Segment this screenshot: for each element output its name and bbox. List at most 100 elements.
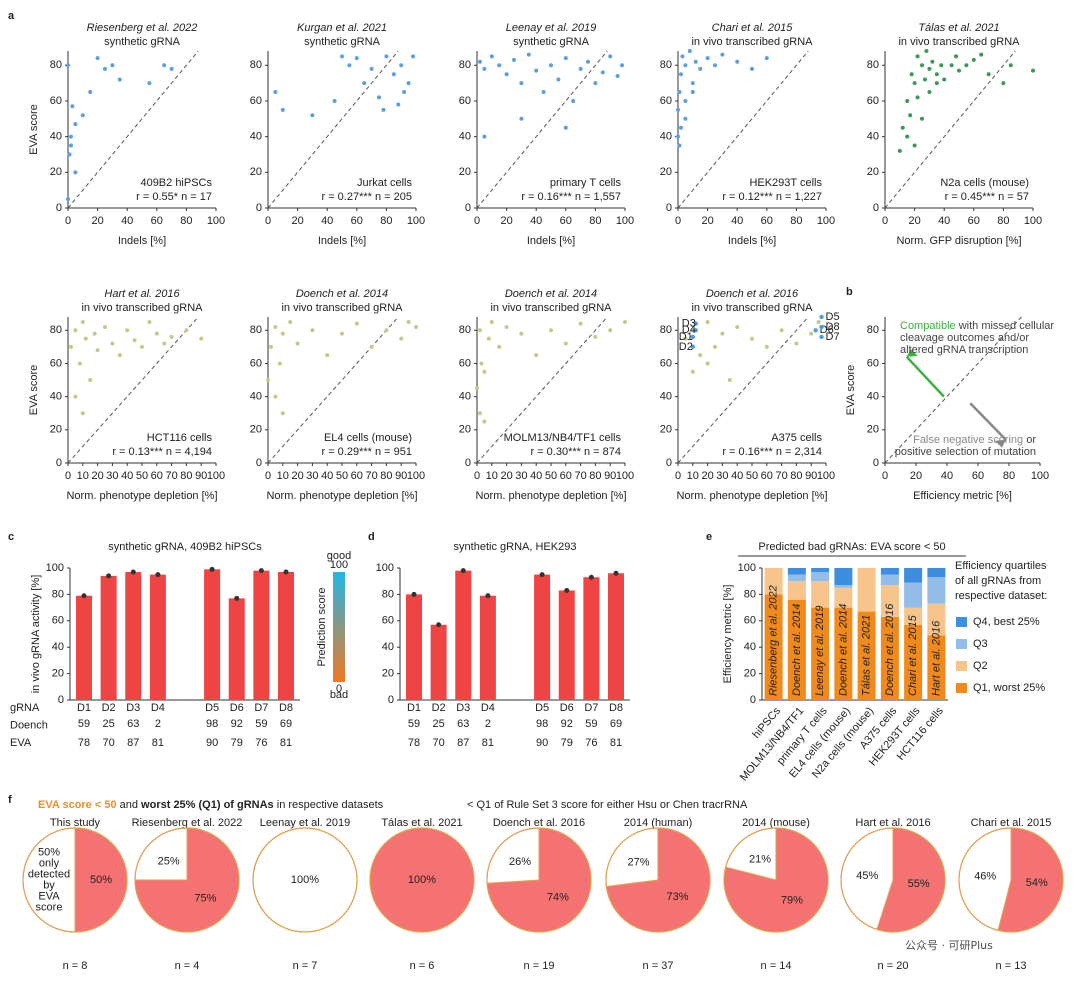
point — [110, 63, 115, 68]
identity-line — [677, 316, 809, 464]
x-tick-label: 0 — [675, 470, 681, 482]
point — [199, 336, 204, 341]
point — [154, 331, 159, 336]
cells-label: 409B2 hiPSCs — [140, 177, 212, 189]
point-label: D5 — [826, 311, 840, 323]
y-tick-label: 60 — [867, 357, 879, 369]
point — [280, 411, 285, 416]
point — [477, 328, 482, 333]
legend-label: Q4, best 25% — [973, 616, 1040, 628]
pie-n: n = 19 — [524, 960, 555, 972]
point — [384, 328, 389, 333]
chart-title: Hart et al. 2016 — [104, 288, 180, 300]
point — [713, 344, 717, 349]
y-tick-label: 0 — [58, 694, 64, 706]
point — [66, 63, 70, 68]
point — [676, 134, 680, 139]
point — [125, 328, 130, 333]
point — [534, 353, 539, 358]
stats-label: r = 0.13*** n = 4,194 — [112, 446, 212, 458]
note-text: cleavage outcomes and/or — [900, 332, 1029, 344]
score-value: 59 — [408, 718, 420, 730]
x-tick-label: 0 — [474, 470, 480, 482]
x-tick-label: 50 — [336, 470, 348, 482]
pie-outline — [723, 827, 829, 933]
point — [162, 341, 167, 346]
note-line: Compatible with missed cellular — [900, 320, 1054, 332]
category-label: D8 — [609, 702, 623, 714]
chart-subtitle: in vivo transcribed gRNA — [691, 36, 813, 48]
bar-segment — [764, 568, 783, 595]
point — [482, 369, 487, 374]
point — [147, 81, 152, 86]
point — [340, 331, 344, 336]
panel-letter: e — [706, 531, 712, 543]
point — [162, 63, 167, 68]
score-value: 81 — [280, 737, 292, 749]
y-tick-label: 80 — [52, 588, 64, 600]
point — [519, 116, 524, 121]
replicate-dot — [209, 566, 215, 572]
point — [95, 348, 100, 353]
bar — [149, 574, 166, 700]
colorbar-tick-label: 0 — [336, 683, 342, 695]
point — [676, 107, 680, 112]
x-tick-label: 60 — [351, 215, 363, 227]
point — [83, 336, 88, 341]
category-label: D6 — [230, 702, 244, 714]
point — [519, 81, 524, 86]
point — [340, 54, 344, 59]
pie-title: Leenay et al. 2019 — [260, 817, 351, 829]
chart-title: synthetic gRNA, 409B2 hiPSCs — [108, 541, 262, 553]
point — [504, 72, 509, 77]
point — [117, 77, 122, 82]
identity-line — [476, 50, 608, 209]
bar — [253, 570, 270, 700]
cells-label: A375 cells — [771, 432, 822, 444]
y-tick-label: 20 — [50, 166, 62, 178]
note-text: altered gRNA transcription — [900, 344, 1028, 356]
point — [369, 344, 374, 349]
point-label: D2 — [679, 341, 693, 353]
x-tick-label: 0 — [65, 215, 71, 227]
x-tick-label: 100 — [616, 470, 634, 482]
point — [905, 134, 910, 139]
point — [683, 336, 688, 341]
point — [678, 72, 683, 77]
point — [268, 344, 273, 349]
cells-label: HCT116 cells — [147, 432, 213, 444]
bar — [430, 624, 447, 700]
point — [391, 72, 396, 77]
arrowhead-green — [906, 348, 918, 357]
point — [88, 90, 93, 95]
x-tick-label: 40 — [321, 470, 333, 482]
x-tick-label: 20 — [291, 215, 303, 227]
score-value: 70 — [433, 737, 445, 749]
point — [414, 324, 418, 329]
chart-subtitle: synthetic gRNA — [513, 36, 589, 48]
pie-label: 75% — [194, 892, 216, 904]
chart-title: Chari et al. 2015 — [712, 22, 794, 34]
y-tick-label: 40 — [50, 391, 62, 403]
x-tick-label: 100 — [616, 215, 634, 227]
point — [497, 63, 502, 68]
x-axis-label: Indels [%] — [318, 235, 366, 247]
replicate-dot — [485, 593, 491, 599]
x-tick-label: 80 — [997, 215, 1009, 227]
point — [310, 113, 315, 118]
x-tick-label: 70 — [165, 470, 177, 482]
pie-label-line: 50% — [38, 846, 60, 858]
x-tick-label: 90 — [395, 470, 407, 482]
point — [477, 59, 482, 64]
x-tick-label: 90 — [805, 470, 817, 482]
score-value: 78 — [408, 737, 420, 749]
point — [169, 334, 174, 339]
point — [482, 419, 487, 424]
pie-outline — [22, 827, 128, 933]
bar-inner-label: Doench et al. 2016 — [884, 603, 896, 696]
cells-label: Jurkat cells — [357, 177, 413, 189]
point — [68, 143, 73, 148]
point — [927, 90, 932, 95]
category-label: D8 — [279, 702, 293, 714]
